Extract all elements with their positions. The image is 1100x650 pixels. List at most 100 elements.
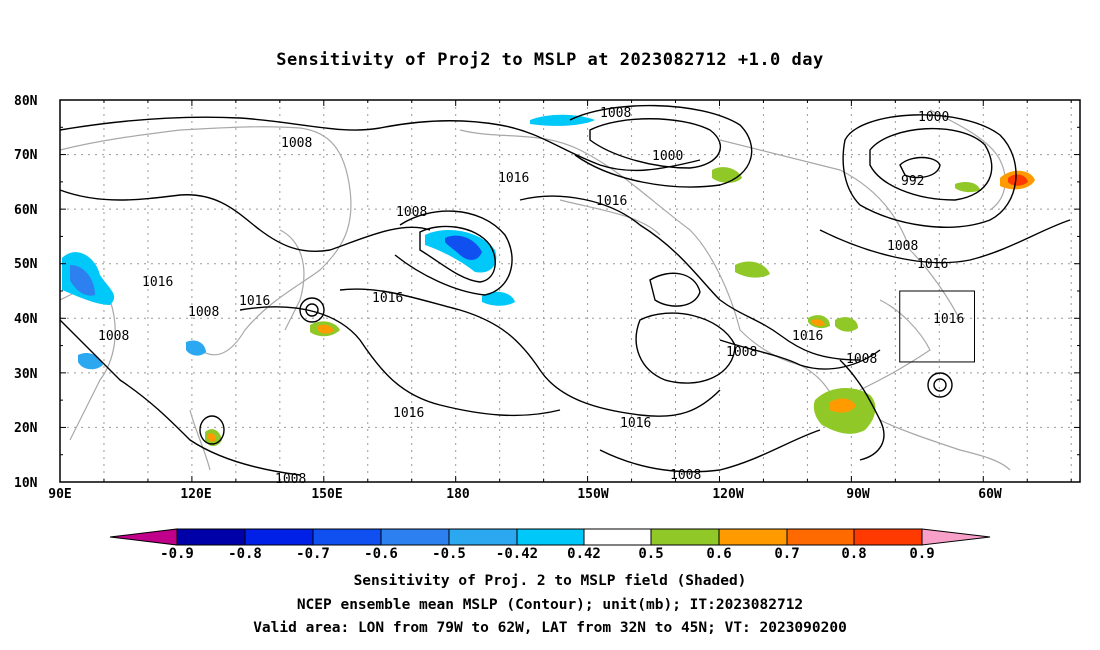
- longitude-labels: 90E 120E 150E 180 150W 120W 90W 60W: [48, 487, 1002, 502]
- colorbar-label: 0.42: [567, 546, 601, 562]
- coast-us-east: [859, 299, 931, 391]
- contour-1008-south: [59, 319, 301, 476]
- colorbar-swatch: [516, 528, 585, 546]
- mslp-contours: [59, 104, 1071, 476]
- contour-1008-gulf: [839, 359, 885, 461]
- contour-label: 1008: [670, 468, 701, 483]
- contour-1008-us: [719, 339, 881, 370]
- contour-label: 1008: [98, 329, 129, 344]
- contour-label: 1008: [846, 352, 877, 367]
- contour-label: 1016: [933, 312, 964, 327]
- shade-pos-gulf-core: [830, 398, 856, 413]
- shade-neg-dateline-core: [445, 235, 482, 260]
- colorbar-label: -0.7: [296, 546, 330, 562]
- caption-line-2: NCEP ensemble mean MSLP (Contour); unit(…: [296, 597, 804, 613]
- contour-1016-central: [339, 288, 721, 417]
- colorbar-left-arrow: [109, 528, 178, 546]
- lat-label: 60N: [14, 203, 38, 218]
- contour-labels: 1008 1008 1016 1008 1000 1016 1000 992 1…: [98, 106, 964, 487]
- lon-label: 150W: [577, 487, 608, 502]
- lat-label: 80N: [14, 94, 38, 109]
- contour-992: [899, 156, 941, 179]
- lon-label: 90W: [846, 487, 870, 502]
- lat-label: 20N: [14, 421, 38, 436]
- contour-low-120e: [199, 415, 225, 445]
- contour-1008-pacific: [569, 104, 753, 188]
- lon-label: 120W: [712, 487, 743, 502]
- colorbar-swatch: [853, 528, 923, 546]
- contour-1016-atlantic: [819, 219, 1071, 264]
- latitude-labels: 80N 70N 60N 50N 40N 30N 20N 10N: [14, 94, 38, 491]
- contour-label: 1016: [917, 257, 948, 272]
- lon-label: 120E: [180, 487, 211, 502]
- coast-caribbean: [879, 419, 1011, 471]
- contour-1016-north: [59, 189, 431, 252]
- contour-1016-pacific-east: [519, 195, 861, 361]
- lat-label: 70N: [14, 148, 38, 163]
- lat-label: 30N: [14, 367, 38, 382]
- coast-greenland: [929, 109, 1006, 211]
- colorbar-swatch: [448, 528, 518, 546]
- shade-neg-west-core: [70, 265, 95, 296]
- colorbar-label: 0.5: [638, 546, 663, 562]
- colorbar-label: -0.8: [228, 546, 262, 562]
- shade-neg-120e: [186, 340, 206, 356]
- shade-pos-japan-core: [318, 324, 334, 334]
- shade-neg-dateline-south: [482, 291, 515, 306]
- contour-low-dateline: [419, 225, 496, 283]
- contour-label: 1008: [726, 345, 757, 360]
- contour-label: 1008: [396, 205, 427, 220]
- contour-label: 1016: [792, 329, 823, 344]
- contour-1008-dateline: [394, 210, 513, 296]
- contour-1008-north: [59, 116, 701, 172]
- colorbar-swatch: [583, 528, 652, 546]
- contour-low-atlantic-2: [933, 378, 947, 392]
- lon-label: 150E: [311, 487, 342, 502]
- contour-label: 992: [901, 174, 924, 189]
- shade-neg-north-pacific: [530, 114, 595, 126]
- contour-label: 1016: [372, 291, 403, 306]
- colorbar-swatch: [244, 528, 314, 546]
- contour-1008-south-east: [599, 429, 821, 473]
- valid-area-box: [899, 290, 975, 363]
- coast-philippines: [189, 409, 211, 471]
- contour-label: 1008: [188, 305, 219, 320]
- caption-line-3: Valid area: LON from 79W to 62W, LAT fro…: [253, 620, 847, 636]
- shade-pos-120e-core: [208, 433, 216, 442]
- shade-pos-100w-core: [812, 319, 825, 327]
- shade-pos-labrador: [955, 182, 980, 193]
- contour-label: 1000: [652, 149, 683, 164]
- chart-title: Sensitivity of Proj2 to MSLP at 20230827…: [276, 50, 824, 70]
- contour-low-japan-2: [305, 303, 319, 317]
- lon-label: 90E: [48, 487, 71, 502]
- contour-label: 1016: [596, 194, 627, 209]
- contour-label: 1008: [281, 136, 312, 151]
- contour-label: 1016: [498, 171, 529, 186]
- contour-label: 1016: [142, 275, 173, 290]
- caption-line-1: Sensitivity of Proj. 2 to MSLP field (Sh…: [353, 573, 747, 589]
- coast-japan: [279, 229, 305, 331]
- contour-1008-atlantic: [842, 114, 1017, 228]
- contour-label: 1000: [918, 110, 949, 125]
- colorbar-swatch: [380, 528, 450, 546]
- colorbar-label: 0.8: [841, 546, 866, 562]
- colorbar-label: -0.42: [496, 546, 538, 562]
- colorbar-label: -0.6: [364, 546, 398, 562]
- contour-label: 1008: [275, 472, 306, 487]
- lat-label: 40N: [14, 312, 38, 327]
- lat-label: 10N: [14, 476, 38, 491]
- colorbar-label: 0.7: [774, 546, 799, 562]
- colorbar-label: -0.5: [432, 546, 466, 562]
- contour-1000-pacific: [589, 118, 722, 169]
- colorbar: -0.9 -0.8 -0.7 -0.6 -0.5 -0.42 0.42 0.5 …: [109, 528, 991, 562]
- contour-low-japan-1: [299, 297, 325, 323]
- colorbar-swatch: [718, 528, 788, 546]
- colorbar-swatch: [786, 528, 855, 546]
- contour-high-pacific: [649, 272, 701, 307]
- contour-1016-west: [239, 306, 561, 417]
- coast-asia-east: [59, 126, 352, 356]
- contour-label: 1016: [620, 416, 651, 431]
- shade-pos-greenland-core: [1008, 174, 1028, 186]
- contour-label: 1016: [239, 294, 270, 309]
